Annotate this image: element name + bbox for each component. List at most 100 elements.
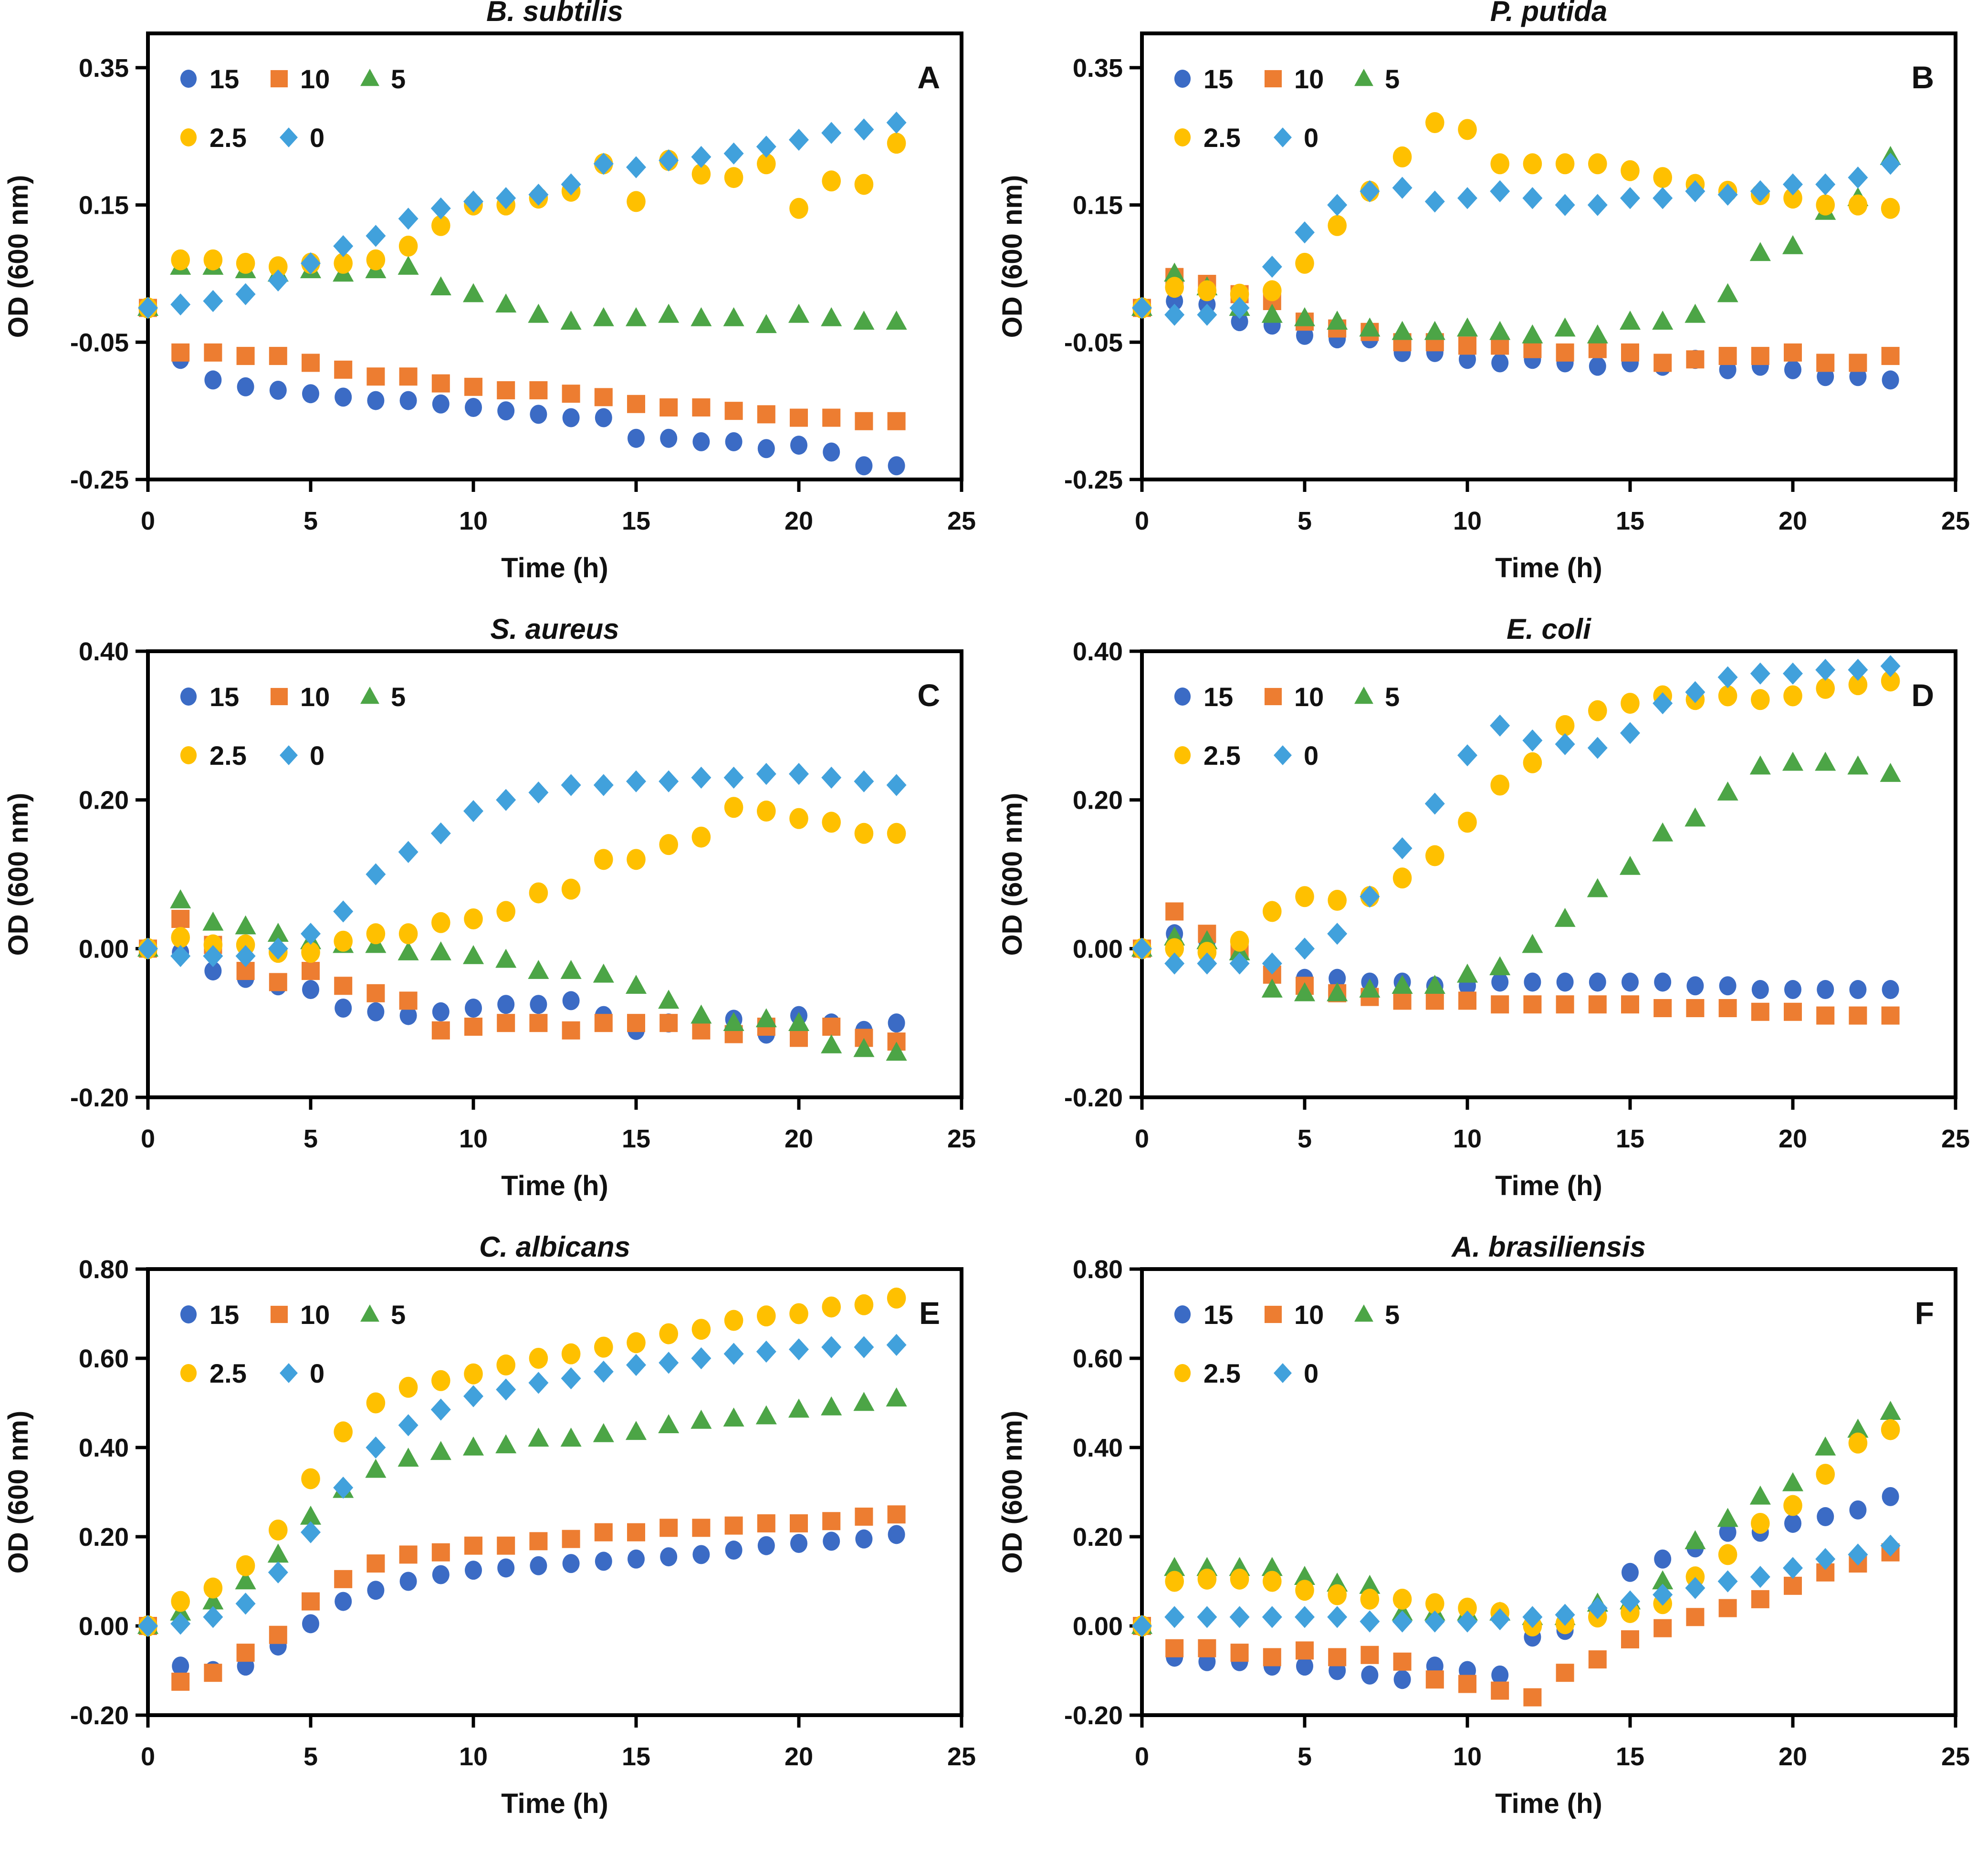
- data-point: [725, 432, 743, 451]
- data-point: [1230, 930, 1249, 952]
- data-point: [430, 197, 451, 219]
- data-point: [692, 1021, 711, 1040]
- data-point: [1751, 347, 1769, 365]
- data-point: [1523, 995, 1542, 1014]
- data-point: [1619, 311, 1641, 330]
- data-point: [1164, 303, 1185, 326]
- data-point: [1458, 336, 1476, 355]
- data-point: [822, 812, 841, 833]
- data-point: [627, 1523, 645, 1542]
- legend-marker-circle: [180, 70, 197, 88]
- data-point: [497, 1536, 515, 1555]
- legend-item-5: 5: [360, 682, 406, 712]
- data-point: [529, 1532, 548, 1551]
- data-point: [1882, 1487, 1899, 1506]
- data-point: [853, 1038, 875, 1057]
- series-15: [1133, 292, 1899, 390]
- data-point: [1360, 180, 1380, 202]
- legend-label: 15: [209, 64, 239, 94]
- data-point: [172, 1656, 189, 1676]
- y-tick-label: 0.40: [1073, 1434, 1123, 1462]
- data-point: [236, 934, 255, 956]
- data-point: [755, 1008, 777, 1028]
- data-point: [1164, 952, 1185, 975]
- data-point: [235, 915, 256, 935]
- data-point: [335, 387, 352, 407]
- y-tick-label: -0.25: [1064, 466, 1123, 494]
- data-point: [757, 1536, 775, 1555]
- legend: 15 10 5 2.5 0: [180, 1300, 406, 1388]
- data-point: [1261, 303, 1283, 323]
- data-point: [530, 405, 547, 424]
- data-point: [887, 823, 906, 844]
- series-10: [1133, 902, 1900, 1025]
- y-tick-label: 0.00: [79, 935, 129, 963]
- data-point: [1717, 283, 1738, 302]
- x-tick-label: 20: [785, 1125, 813, 1153]
- data-point: [1164, 262, 1185, 282]
- data-point: [822, 170, 841, 192]
- data-point: [1848, 194, 1868, 216]
- data-point: [497, 381, 515, 399]
- legend-label: 0: [1304, 123, 1318, 153]
- data-point: [171, 343, 190, 362]
- data-point: [335, 999, 352, 1018]
- x-axis-label: Time (h): [1495, 552, 1602, 583]
- data-point: [1686, 350, 1705, 369]
- panel-letter: A: [917, 60, 940, 95]
- data-point: [1392, 1610, 1413, 1633]
- data-point: [1621, 1630, 1639, 1649]
- data-point: [1621, 160, 1640, 181]
- data-point: [497, 1558, 515, 1578]
- data-point: [823, 442, 840, 462]
- data-point: [170, 1613, 191, 1635]
- data-point: [1262, 1606, 1282, 1628]
- data-point: [757, 1514, 775, 1532]
- data-point: [1619, 855, 1641, 875]
- chart-f: A. brasiliensis 0.80 0.60 0.40 0.20 0.00 -0.20…: [997, 1236, 1970, 1819]
- data-point: [755, 1405, 777, 1425]
- data-point: [1555, 153, 1575, 175]
- data-point: [888, 456, 905, 476]
- data-point: [1262, 952, 1282, 975]
- data-point: [398, 923, 418, 945]
- data-point: [1230, 1644, 1249, 1662]
- data-point: [1294, 1566, 1316, 1585]
- y-tick-label: -0.05: [1064, 328, 1123, 357]
- data-point: [432, 1565, 450, 1584]
- series-5: [1131, 146, 1901, 344]
- data-point: [691, 1004, 712, 1024]
- y-tick-label: 0.15: [79, 191, 129, 220]
- data-point: [1816, 677, 1835, 699]
- data-point: [1653, 692, 1673, 715]
- x-tick-label: 20: [1779, 1742, 1807, 1771]
- data-point: [268, 1561, 288, 1583]
- legend-label: 10: [1294, 1300, 1324, 1330]
- data-point: [724, 797, 743, 818]
- data-point: [497, 995, 515, 1014]
- data-point: [366, 367, 385, 386]
- data-point: [1523, 1688, 1542, 1707]
- data-point: [593, 1360, 614, 1383]
- series-15: [139, 1525, 905, 1680]
- legend-item-15: 15: [180, 64, 239, 94]
- data-point: [1263, 1648, 1281, 1667]
- data-point: [1717, 781, 1738, 801]
- data-point: [1849, 980, 1867, 1000]
- legend: 15 10 5 2.5 0: [1174, 1300, 1400, 1388]
- data-point: [300, 1505, 322, 1525]
- chart-title: P. putida: [1490, 0, 1608, 27]
- data-point: [366, 984, 385, 1002]
- data-point: [691, 1409, 712, 1429]
- plot-frame: [146, 1267, 963, 1717]
- data-point: [1524, 972, 1541, 992]
- legend: 15 10 5 2.5 0: [1174, 682, 1400, 771]
- data-point: [1718, 1544, 1737, 1565]
- data-point: [398, 235, 418, 257]
- x-tick-label: 0: [141, 1125, 155, 1153]
- x-tick-label: 25: [947, 507, 976, 535]
- data-point: [1620, 722, 1640, 744]
- data-point: [1686, 1608, 1705, 1626]
- x-tick-label: 15: [1616, 1742, 1644, 1771]
- data-point: [301, 942, 320, 963]
